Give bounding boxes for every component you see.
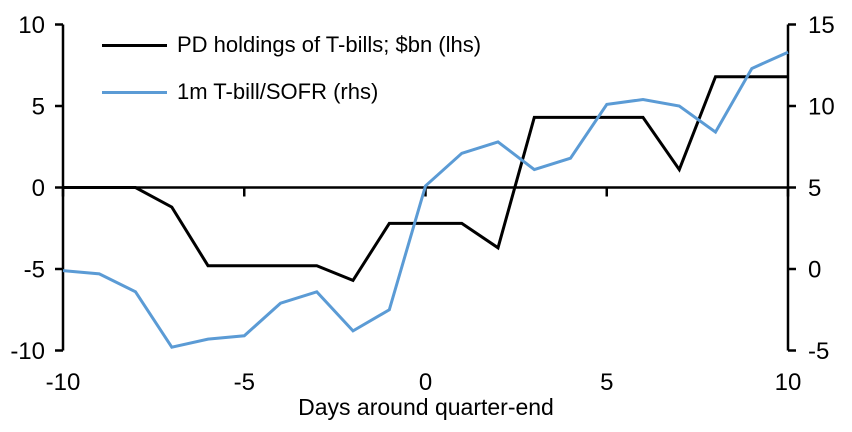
legend-line-sample-black (102, 43, 167, 47)
left-axis-tick-label: 10 (18, 12, 45, 39)
series-line-tbill-sofr (62, 50, 789, 349)
legend-item-pd-holdings: PD holdings of T-bills; $bn (lhs) (102, 31, 481, 59)
left-axis-tick-label: -10 (10, 338, 45, 365)
x-axis-title: Days around quarter-end (298, 394, 554, 420)
x-axis-tick-label: 5 (600, 369, 613, 396)
legend-item-tbill-sofr: 1m T-bill/SOFR (rhs) (102, 78, 481, 106)
right-axis-tick-label: -5 (808, 338, 829, 365)
x-axis-tick-label: -5 (234, 369, 255, 396)
right-axis-tick-label: 0 (808, 257, 821, 284)
x-axis-tick-label: -10 (46, 369, 81, 396)
left-axis-tick-label: 5 (32, 94, 45, 121)
left-axis-tick-label: -5 (24, 257, 45, 284)
legend: PD holdings of T-bills; $bn (lhs) 1m T-b… (102, 31, 481, 106)
legend-label-pd-holdings: PD holdings of T-bills; $bn (lhs) (177, 32, 482, 57)
right-axis-tick-label: 10 (808, 94, 835, 121)
series-line-pd-holdings (63, 75, 788, 283)
left-axis-tick-label: 0 (32, 175, 45, 202)
x-axis-tick-label: 10 (775, 369, 802, 396)
legend-label-tbill-sofr: 1m T-bill/SOFR (rhs) (177, 79, 379, 104)
x-axis-tick-label: 0 (419, 369, 432, 396)
right-axis-tick-label: 5 (808, 175, 821, 202)
legend-line-sample-blue (102, 90, 167, 94)
right-axis-tick-label: 15 (808, 12, 835, 39)
